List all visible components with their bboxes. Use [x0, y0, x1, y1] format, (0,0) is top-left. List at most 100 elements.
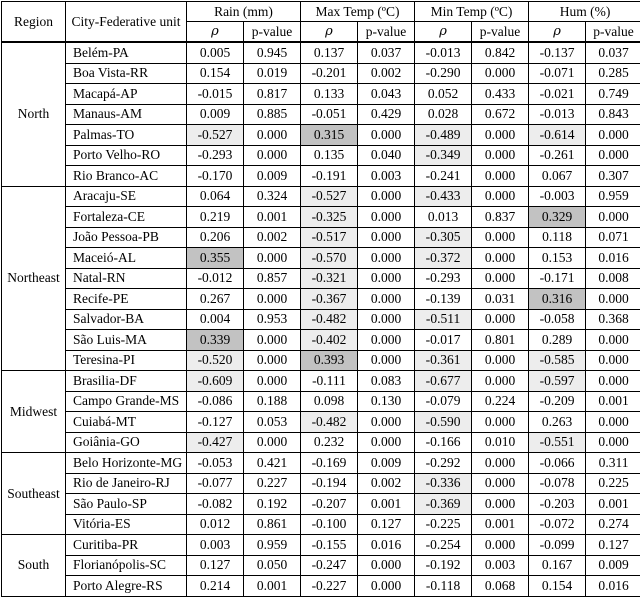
city-cell: São Paulo-SP: [66, 494, 187, 515]
p-value-cell: 0.068: [472, 576, 529, 597]
rho-value-cell: 0.315: [301, 125, 358, 146]
p-value-cell: 0.000: [586, 289, 640, 310]
city-cell: Campo Grande-MS: [66, 391, 187, 412]
rho-value-cell: -0.321: [301, 268, 358, 289]
p-value-cell: 0.801: [472, 330, 529, 351]
rho-value-cell: 0.064: [187, 186, 244, 207]
header-group-min-temp: Min Temp (ºC): [415, 2, 529, 22]
p-value-cell: 0.000: [358, 309, 415, 330]
p-value-cell: 0.433: [472, 84, 529, 105]
rho-value-cell: -0.551: [529, 432, 586, 453]
p-value-cell: 0.000: [586, 125, 640, 146]
p-value-cell: 0.000: [358, 412, 415, 433]
header-rho-max-temp: ρ: [301, 22, 358, 43]
rho-value-cell: -0.099: [529, 535, 586, 556]
rho-value-cell: 0.289: [529, 330, 586, 351]
p-value-cell: 0.857: [244, 268, 301, 289]
rho-value-cell: -0.590: [415, 412, 472, 433]
rho-value-cell: 0.232: [301, 432, 358, 453]
p-value-cell: 0.188: [244, 391, 301, 412]
rho-value-cell: -0.520: [187, 350, 244, 371]
rho-value-cell: -0.433: [415, 186, 472, 207]
p-value-cell: 0.031: [472, 289, 529, 310]
rho-value-cell: -0.227: [301, 576, 358, 597]
rho-value-cell: 0.393: [301, 350, 358, 371]
rho-value-cell: 0.219: [187, 207, 244, 228]
rho-value-cell: -0.597: [529, 371, 586, 392]
header-city: City-Federative unit: [66, 2, 187, 43]
p-value-cell: 0.000: [472, 350, 529, 371]
p-value-cell: 0.000: [472, 535, 529, 556]
city-cell: Manaus-AM: [66, 104, 187, 125]
rho-value-cell: -0.077: [187, 473, 244, 494]
city-cell: Macapá-AP: [66, 84, 187, 105]
rho-value-cell: -0.021: [529, 84, 586, 105]
rho-value-cell: 0.339: [187, 330, 244, 351]
rho-value-cell: 0.028: [415, 104, 472, 125]
header-group-rain: Rain (mm): [187, 2, 301, 22]
p-value-cell: 0.000: [358, 268, 415, 289]
rho-value-cell: -0.137: [529, 42, 586, 63]
p-value-cell: 0.274: [586, 514, 640, 535]
p-value-cell: 0.000: [472, 166, 529, 187]
rho-value-cell: 0.135: [301, 145, 358, 166]
p-value-cell: 0.003: [358, 166, 415, 187]
rho-value-cell: 0.355: [187, 248, 244, 269]
city-cell: Fortaleza-CE: [66, 207, 187, 228]
p-value-cell: 0.672: [472, 104, 529, 125]
rho-value-cell: -0.166: [415, 432, 472, 453]
rho-value-cell: -0.086: [187, 391, 244, 412]
header-pvalue-min-temp: p-value: [472, 22, 529, 43]
rho-value-cell: -0.402: [301, 330, 358, 351]
p-value-cell: 0.002: [358, 63, 415, 84]
p-value-cell: 0.001: [358, 494, 415, 515]
p-value-cell: 0.019: [244, 63, 301, 84]
city-cell: Vitória-ES: [66, 514, 187, 535]
p-value-cell: 0.225: [586, 473, 640, 494]
rho-value-cell: -0.305: [415, 227, 472, 248]
rho-value-cell: -0.017: [415, 330, 472, 351]
rho-value-cell: 0.153: [529, 248, 586, 269]
rho-value-cell: -0.139: [415, 289, 472, 310]
rho-value-cell: 0.267: [187, 289, 244, 310]
p-value-cell: 0.083: [358, 371, 415, 392]
p-value-cell: 0.001: [244, 576, 301, 597]
rho-value-cell: -0.192: [415, 555, 472, 576]
p-value-cell: 0.127: [586, 535, 640, 556]
rho-value-cell: 0.263: [529, 412, 586, 433]
p-value-cell: 0.000: [472, 268, 529, 289]
p-value-cell: 0.192: [244, 494, 301, 515]
rho-value-cell: -0.207: [301, 494, 358, 515]
p-value-cell: 0.842: [472, 42, 529, 63]
p-value-cell: 0.000: [358, 125, 415, 146]
rho-value-cell: -0.058: [529, 309, 586, 330]
rho-value-cell: -0.511: [415, 309, 472, 330]
rho-value-cell: -0.078: [529, 473, 586, 494]
city-cell: Florianópolis-SC: [66, 555, 187, 576]
p-value-cell: 0.227: [244, 473, 301, 494]
rho-value-cell: -0.292: [415, 453, 472, 474]
p-value-cell: 0.843: [586, 104, 640, 125]
rho-value-cell: -0.427: [187, 432, 244, 453]
p-value-cell: 0.000: [586, 145, 640, 166]
rho-value-cell: -0.100: [301, 514, 358, 535]
city-cell: Rio Branco-AC: [66, 166, 187, 187]
rho-value-cell: -0.111: [301, 371, 358, 392]
rho-value-cell: 0.167: [529, 555, 586, 576]
rho-value-cell: 0.009: [187, 104, 244, 125]
p-value-cell: 0.324: [244, 186, 301, 207]
rho-value-cell: -0.254: [415, 535, 472, 556]
rho-value-cell: -0.489: [415, 125, 472, 146]
rho-value-cell: 0.214: [187, 576, 244, 597]
city-cell: Curitiba-PR: [66, 535, 187, 556]
